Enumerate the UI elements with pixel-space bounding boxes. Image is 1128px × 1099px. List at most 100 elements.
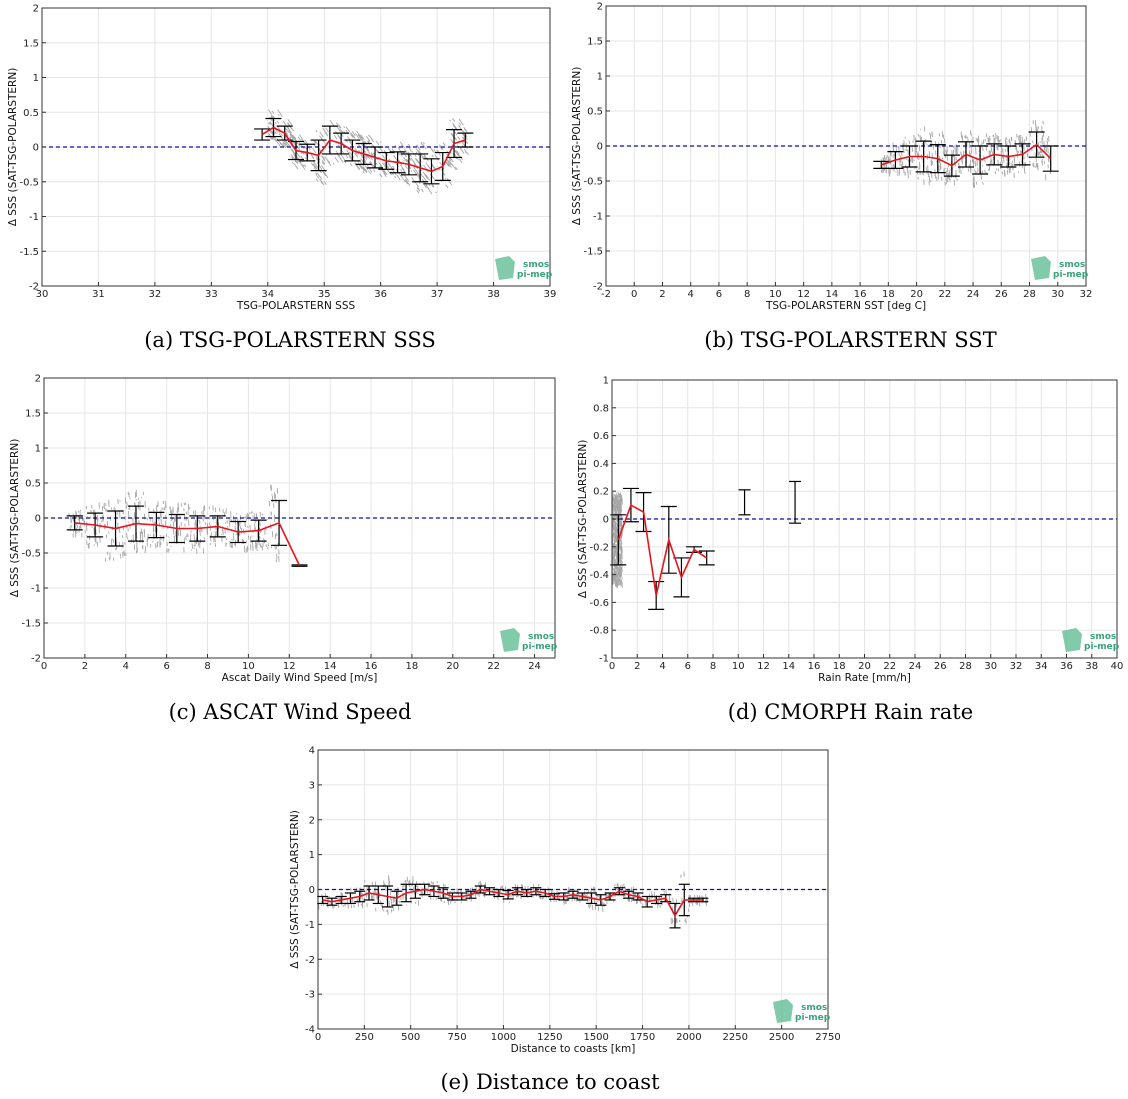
scatter-point [334, 157, 339, 163]
caption-c: (c) ASCAT Wind Speed [168, 700, 412, 724]
x-tick-label: 0 [631, 289, 637, 300]
x-tick-label: 1000 [491, 1032, 516, 1043]
scatter-point [400, 164, 405, 171]
scatter-point [445, 161, 450, 167]
y-tick-label: 0 [309, 885, 315, 896]
scatter-point [345, 126, 351, 133]
scatter-point [387, 163, 390, 166]
x-tick-label: 33 [205, 289, 218, 300]
y-tick-label: -4 [305, 1025, 315, 1036]
scatter-point [290, 148, 295, 154]
scatter-point [332, 162, 335, 165]
scatter-point [422, 172, 429, 180]
scatter-point [273, 129, 277, 135]
scatter-point [431, 154, 434, 158]
scatter-point [444, 177, 447, 180]
scatter-point [312, 148, 317, 154]
scatter-point [283, 140, 289, 148]
x-tick-label: 38 [487, 289, 500, 300]
x-tick-label: 2 [82, 661, 88, 672]
y-tick-label: -0.8 [589, 626, 609, 637]
scatter-point [394, 175, 397, 179]
logo-text-line2: pi-mep [517, 270, 553, 280]
scatter-point [399, 141, 405, 149]
y-tick-label: 1.5 [23, 38, 39, 49]
scatter-point [315, 172, 318, 175]
scatter-point [339, 128, 344, 134]
scatter-point [363, 160, 366, 163]
scatter-point [446, 161, 452, 168]
scatter-point [291, 135, 297, 142]
scatter-point [302, 164, 305, 167]
scatter-point [372, 140, 374, 142]
scatter-point [422, 142, 425, 145]
y-tick-label: 0.4 [593, 459, 609, 470]
logo-text-line2: pi-mep [795, 1013, 831, 1023]
x-tick-label: 16 [808, 661, 821, 672]
scatter-point [354, 152, 358, 158]
scatter-point [388, 171, 392, 176]
scatter-point [400, 175, 406, 183]
x-tick-label: 32 [1080, 289, 1093, 300]
scatter-point [435, 191, 437, 194]
scatter-point [283, 120, 286, 124]
x-tick-label: 34 [1035, 661, 1048, 672]
x-axis-label: Ascat Daily Wind Speed [m/s] [222, 672, 378, 684]
x-tick-label: 30 [1051, 289, 1064, 300]
scatter-point [277, 109, 283, 117]
scatter-point [449, 119, 451, 122]
scatter-point [282, 142, 286, 148]
scatter-point [439, 161, 443, 167]
scatter-point [449, 157, 454, 163]
x-axis-label: Distance to coasts [km] [511, 1043, 636, 1055]
y-tick-label: -1.5 [583, 247, 603, 258]
scatter-point [319, 178, 325, 186]
y-axis-label: Δ SSS (SAT-TSG-POLARSTERN) [9, 439, 21, 598]
scatter-point [315, 129, 318, 133]
scatter-point [289, 136, 292, 139]
scatter-point [354, 162, 361, 170]
x-tick-label: 0 [609, 661, 615, 672]
scatter-point [324, 156, 330, 164]
y-tick-label: 1 [35, 444, 41, 455]
scatter-point [284, 127, 288, 132]
x-tick-label: 38 [1085, 661, 1098, 672]
y-tick-label: -0.6 [589, 598, 609, 609]
scatter-point [285, 132, 288, 135]
scatter-point [296, 153, 300, 157]
caption-e: (e) Distance to coast [440, 1070, 660, 1094]
x-tick-label: 4 [123, 661, 129, 672]
scatter-point [276, 120, 280, 124]
scatter-point [367, 140, 370, 143]
scatter-point [404, 149, 409, 155]
mean-line [617, 503, 708, 596]
scatter-point [354, 147, 358, 152]
scatter-point [400, 169, 403, 172]
scatter-point [388, 158, 391, 161]
scatter-point [360, 154, 364, 159]
scatter-point [416, 189, 420, 194]
x-axis-label: TSG-POLARSTERN SSS [236, 300, 356, 312]
y-tick-label: 4 [309, 746, 315, 757]
caption-b: (b) TSG-POLARSTERN SST [704, 328, 997, 352]
x-tick-label: 26 [934, 661, 947, 672]
logo-text-line1: smos [1059, 260, 1085, 270]
scatter-point [312, 163, 318, 170]
logo-mark-icon [773, 999, 793, 1023]
mean-line [881, 143, 1052, 167]
chart-panel-b: -2 0 2 4 6 8 10 12 14 16 18 20 22 24 26 28 30 32 -2 -1.5 -1-… [568, 0, 1128, 360]
scatter-point [397, 152, 400, 155]
y-tick-label: 2 [35, 374, 41, 385]
x-axis-label: Rain Rate [mm/h] [818, 672, 911, 684]
y-tick-label: -1 [29, 212, 39, 223]
scatter-point [378, 146, 384, 153]
scatter-point [382, 169, 386, 174]
y-tick-label: -0.4 [589, 570, 609, 581]
x-tick-label: 28 [1023, 289, 1036, 300]
y-tick-label: -1 [305, 920, 315, 931]
scatter-point [420, 142, 424, 146]
x-tick-label: 31 [92, 289, 105, 300]
scatter-point [312, 164, 316, 169]
scatter-point [321, 159, 326, 165]
